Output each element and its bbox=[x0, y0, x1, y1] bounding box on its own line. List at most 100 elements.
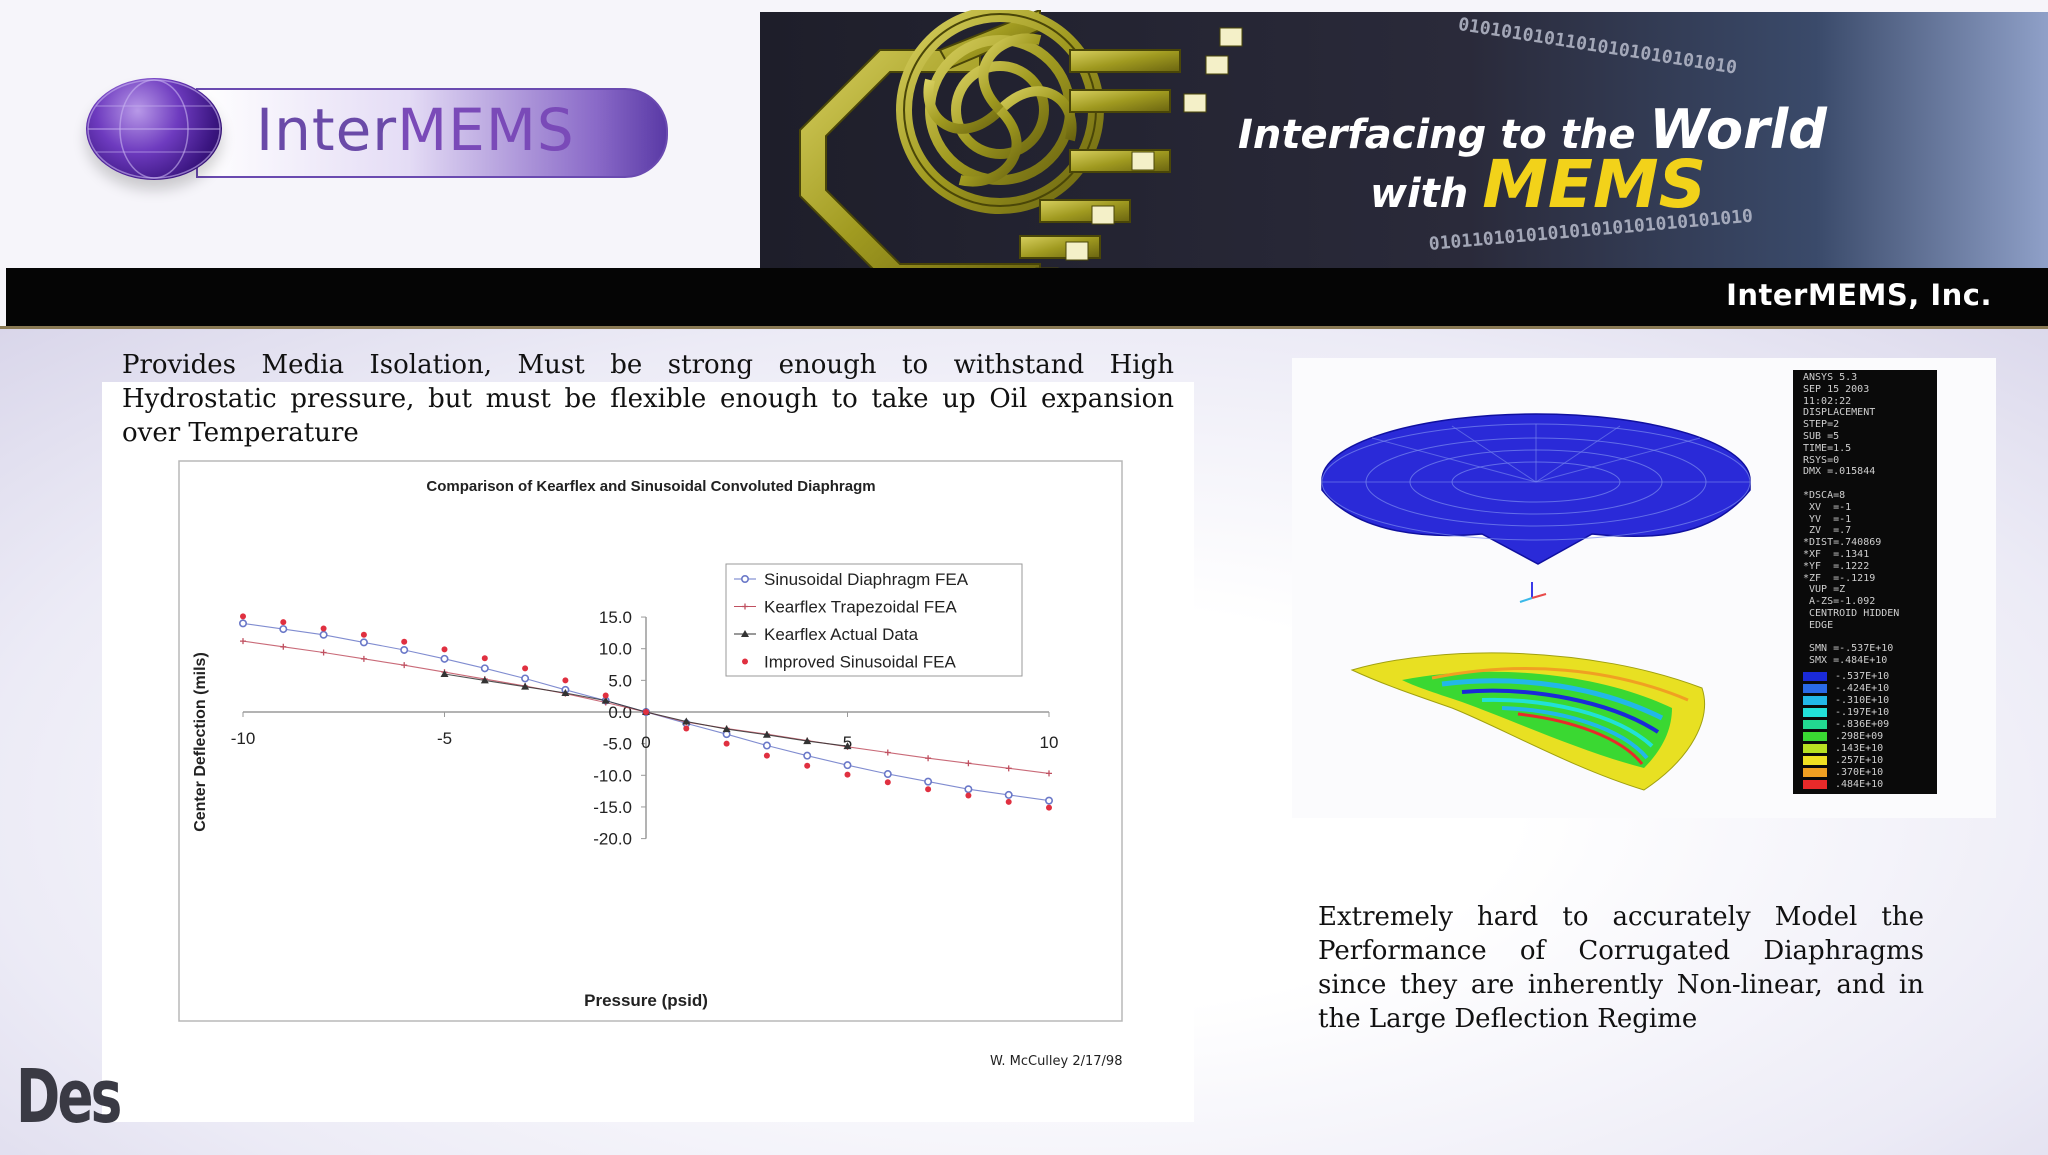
y-tick-label: -10.0 bbox=[593, 766, 632, 785]
data-point bbox=[804, 762, 811, 769]
data-point bbox=[1004, 790, 1013, 799]
data-point bbox=[561, 689, 570, 697]
legend-row: -.836E+09 bbox=[1803, 718, 1889, 730]
y-tick-label: 5.0 bbox=[608, 671, 632, 690]
x-axis-label: Pressure (psid) bbox=[584, 991, 708, 1010]
tagline-with: with bbox=[1370, 171, 1469, 217]
data-point bbox=[320, 649, 327, 656]
data-point bbox=[239, 619, 248, 628]
legend-row: .484E+10 bbox=[1803, 778, 1889, 790]
model-paragraph: Extremely hard to accurately Model the P… bbox=[1318, 902, 1924, 1034]
legend-row: .257E+10 bbox=[1803, 754, 1889, 766]
data-point bbox=[359, 638, 368, 647]
data-point bbox=[763, 752, 770, 759]
data-point bbox=[521, 674, 530, 683]
data-point bbox=[1005, 765, 1012, 772]
legend-row: -.197E+10 bbox=[1803, 706, 1889, 718]
legend-label: -.836E+09 bbox=[1835, 718, 1890, 730]
data-point bbox=[360, 655, 367, 662]
watermark-text: Des bbox=[16, 1054, 122, 1140]
data-point bbox=[522, 665, 529, 672]
data-point bbox=[762, 741, 771, 750]
data-point bbox=[1046, 804, 1052, 811]
data-point bbox=[1046, 770, 1052, 777]
data-point bbox=[722, 725, 731, 733]
legend-row: -.424E+10 bbox=[1803, 682, 1889, 694]
legend-swatch bbox=[1803, 719, 1827, 729]
data-point bbox=[401, 662, 408, 669]
chart-plot-frame bbox=[178, 460, 1123, 1022]
legend-series-label: Improved Sinusoidal FEA bbox=[764, 653, 956, 672]
data-point bbox=[280, 643, 287, 650]
x-tick-label: -10 bbox=[231, 729, 256, 748]
data-point bbox=[682, 717, 691, 725]
legend-row: .143E+10 bbox=[1803, 742, 1889, 754]
logo-pill bbox=[196, 88, 668, 178]
legend-swatch bbox=[1803, 743, 1827, 753]
y-tick-label: 15.0 bbox=[599, 608, 632, 627]
legend-swatch bbox=[1803, 695, 1827, 705]
intro-paragraph: Provides Media Isolation, Must be strong… bbox=[122, 350, 1174, 448]
data-point bbox=[925, 786, 932, 793]
fea-mesh-top bbox=[1321, 413, 1751, 565]
x-tick-label: -5 bbox=[437, 729, 452, 748]
data-point bbox=[924, 777, 933, 786]
data-point bbox=[803, 751, 812, 760]
logo-text-inter: Inter bbox=[256, 96, 398, 164]
data-point bbox=[762, 730, 771, 738]
globe-logo-icon bbox=[86, 78, 222, 180]
legend-row: .370E+10 bbox=[1803, 766, 1889, 778]
author-note: W. McCulley 2/17/98 bbox=[990, 1054, 1123, 1069]
y-axis-label: Center Deflection (mils) bbox=[192, 652, 209, 832]
legend-label: -.310E+10 bbox=[1835, 694, 1890, 706]
legend-swatch bbox=[1803, 671, 1827, 681]
legend-row: -.537E+10 bbox=[1803, 670, 1889, 682]
legend-label: .298E+09 bbox=[1835, 730, 1884, 742]
legend-label: -.197E+10 bbox=[1835, 706, 1890, 718]
legend-series-label: Kearflex Actual Data bbox=[764, 625, 919, 644]
tagline-world: World bbox=[1649, 98, 1827, 161]
data-point bbox=[400, 645, 409, 654]
data-point bbox=[803, 737, 812, 745]
x-tick-label: 10 bbox=[1040, 733, 1059, 752]
mems-chip-illustration bbox=[799, 10, 1243, 287]
data-point bbox=[440, 670, 449, 678]
data-point bbox=[965, 760, 972, 767]
data-point bbox=[521, 682, 530, 690]
legend-swatch bbox=[1803, 767, 1827, 777]
data-point bbox=[965, 792, 972, 799]
data-point bbox=[601, 696, 610, 704]
data-point bbox=[481, 655, 488, 662]
header-banner: 01010101011010101010101010 0101101010101… bbox=[0, 0, 2048, 328]
legend-label: .484E+10 bbox=[1835, 778, 1884, 790]
data-point bbox=[883, 770, 892, 779]
legend-swatch bbox=[1803, 755, 1827, 765]
data-point bbox=[740, 574, 749, 583]
chart-title: Comparison of Kearflex and Sinusoidal Co… bbox=[426, 478, 875, 495]
legend-swatch bbox=[1803, 731, 1827, 741]
tagline-part-1: Interfacing to the bbox=[1238, 112, 1636, 158]
fea-stress-section bbox=[1350, 652, 1706, 791]
x-tick-label: 0 bbox=[641, 733, 650, 752]
data-point bbox=[280, 619, 287, 626]
legend-label: .257E+10 bbox=[1835, 754, 1884, 766]
logo-text-mems: MEMS bbox=[397, 96, 575, 164]
data-point bbox=[964, 785, 973, 794]
data-point bbox=[683, 725, 690, 732]
fea-displacement-plot bbox=[1321, 413, 1751, 791]
data-point bbox=[480, 676, 489, 684]
chart-legend-box bbox=[725, 563, 1023, 677]
legend-label: .143E+10 bbox=[1835, 742, 1884, 754]
data-point bbox=[562, 677, 569, 684]
data-point bbox=[742, 658, 748, 665]
legend-row: .298E+09 bbox=[1803, 730, 1889, 742]
data-point bbox=[319, 630, 328, 639]
legend-swatch bbox=[1803, 779, 1827, 789]
data-point bbox=[279, 625, 288, 634]
tagline-line-1: Interfacing to the World bbox=[1238, 98, 1827, 161]
y-tick-label: -15.0 bbox=[593, 798, 632, 817]
logo-wordmark: InterMEMS bbox=[256, 96, 575, 164]
coordinate-axis-icon bbox=[1519, 582, 1547, 603]
data-point bbox=[925, 755, 932, 762]
